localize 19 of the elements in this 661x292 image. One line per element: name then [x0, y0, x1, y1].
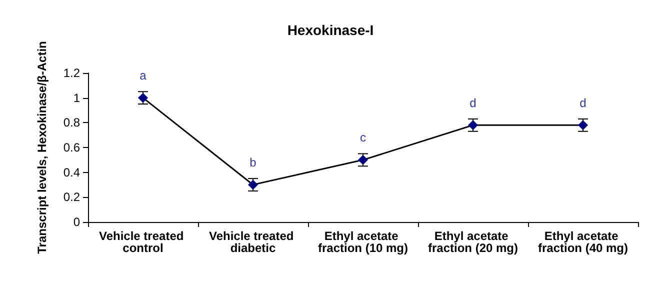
- annotation: d: [470, 96, 476, 110]
- y-axis-title: Transcript levels, Hexokinase/β-Actin: [35, 41, 49, 254]
- x-tick-label: Ethyl acetate fraction (40 mg): [538, 229, 628, 255]
- annotation: b: [250, 156, 257, 170]
- y-tick-label: 0.6: [63, 140, 80, 154]
- x-tick-label: Vehicle treated diabetic: [208, 229, 298, 255]
- annotation: d: [580, 96, 586, 110]
- y-tick-label: 0.4: [63, 165, 80, 180]
- y-tick-label: 1.2: [63, 66, 80, 80]
- y-tick-label: 0.8: [63, 116, 80, 130]
- y-tick-label: 1: [73, 90, 80, 105]
- chart-title: Hexokinase-I: [287, 22, 374, 38]
- annotation: c: [360, 130, 366, 145]
- x-tick-label: Ethyl acetate fraction (10 mg): [318, 229, 408, 255]
- y-tick-label: 0: [73, 215, 80, 229]
- y-tick-label: 0.2: [63, 190, 80, 204]
- x-tick-label: Vehicle treated control: [98, 229, 188, 255]
- annotation: a: [140, 68, 147, 83]
- x-tick-label: Ethyl acetate fraction (20 mg): [428, 229, 518, 255]
